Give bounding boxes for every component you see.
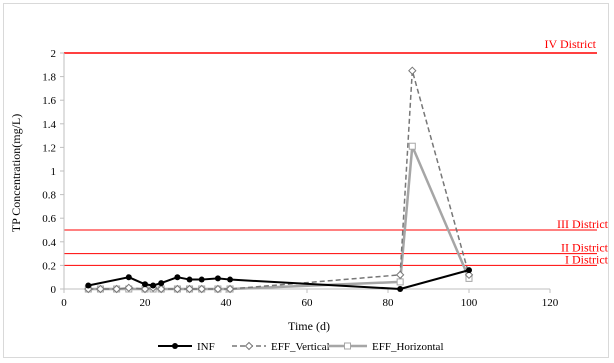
data-point — [172, 343, 178, 349]
y-tick-label: 0.8 — [42, 190, 56, 202]
data-point — [198, 276, 205, 283]
y-tick-label: 1 — [51, 166, 57, 178]
legend-item: INF — [158, 341, 215, 353]
legend-item: EFF_Vertical — [232, 341, 330, 353]
data-point — [466, 267, 472, 274]
y-tick-label: 1.6 — [42, 95, 56, 107]
data-point — [125, 274, 132, 281]
axes: 0 20 40 60 80 100 120 0 0.2 0.4 0.6 0.8 1 1.2 1.4 1.6 1.… — [42, 48, 559, 309]
data-series — [84, 66, 474, 294]
data-point — [244, 341, 254, 351]
legend-item: EFF_Horizontal — [328, 341, 444, 353]
data-point — [197, 284, 206, 294]
series-eff-vertical — [84, 66, 474, 294]
data-point — [112, 284, 121, 294]
series-eff-horizontal — [84, 142, 473, 293]
series-line — [88, 69, 470, 290]
y-tick-label: 1.2 — [42, 142, 56, 154]
reference-line-label: I District — [565, 252, 609, 266]
data-point — [225, 284, 235, 294]
y-tick-label: 2 — [51, 48, 57, 60]
reference-line-label: IV District — [545, 37, 597, 51]
data-point — [214, 275, 221, 282]
data-point — [150, 282, 157, 289]
data-point — [397, 286, 404, 292]
reference-line-label: III District — [557, 217, 609, 231]
data-point — [396, 278, 404, 286]
data-point — [158, 280, 165, 287]
data-point — [85, 282, 92, 289]
data-point — [344, 342, 351, 350]
y-tick-label: 0.4 — [42, 237, 56, 249]
x-axis-label: Time (d) — [288, 319, 330, 333]
series-inf — [85, 267, 472, 292]
data-point — [185, 284, 194, 294]
x-tick-label: 0 — [61, 297, 67, 309]
legend-label: EFF_Vertical — [271, 341, 330, 353]
y-tick-label: 1.8 — [42, 72, 56, 84]
data-point — [96, 284, 105, 294]
data-point — [142, 281, 148, 288]
data-point — [156, 284, 166, 294]
data-point — [140, 284, 150, 294]
data-point — [464, 270, 474, 280]
x-tick-label: 60 — [302, 297, 314, 309]
data-point — [124, 283, 134, 293]
y-tick-label: 0.2 — [42, 260, 56, 272]
x-tick-label: 20 — [140, 297, 152, 309]
legend: INF EFF_Vertical EFF_Horizontal — [158, 341, 444, 353]
data-point — [395, 270, 405, 280]
data-point — [173, 284, 182, 294]
x-tick-label: 40 — [221, 297, 233, 309]
y-tick-label: 1.4 — [42, 119, 56, 131]
x-tick-label: 120 — [542, 297, 559, 309]
data-point — [213, 284, 223, 294]
y-tick-label: 0 — [51, 284, 57, 296]
data-point — [408, 142, 416, 150]
data-point — [227, 276, 234, 283]
data-point — [186, 276, 193, 283]
data-point — [174, 274, 181, 281]
reference-line-label: II District — [561, 241, 609, 255]
series-line — [88, 144, 471, 291]
x-tick-label: 100 — [461, 297, 478, 309]
y-tick-label: 0.6 — [42, 213, 56, 225]
legend-label: INF — [197, 341, 215, 353]
legend-label: EFF_Horizontal — [372, 341, 444, 353]
y-axis-label: TP Concentration(mg/L) — [9, 114, 23, 233]
chart-frame — [3, 3, 609, 358]
x-tick-label: 80 — [383, 297, 395, 309]
data-point — [408, 66, 417, 75]
